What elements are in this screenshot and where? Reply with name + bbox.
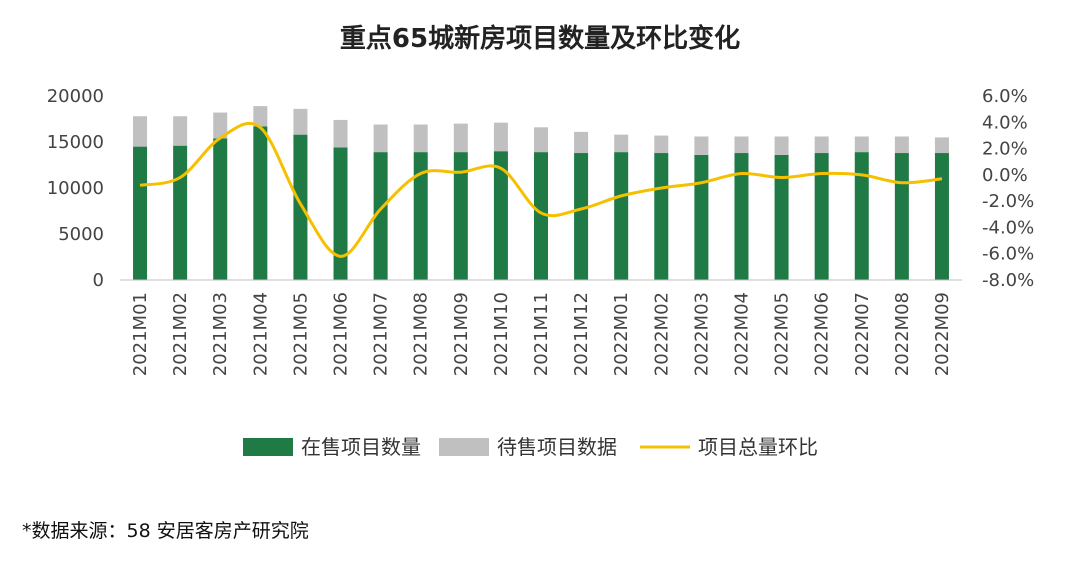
y-right-tick: 2.0%: [982, 139, 1028, 160]
y-right-tick: -2.0%: [982, 191, 1034, 212]
bar-on-sale-2021M10: [493, 151, 508, 280]
legend-label-on-sale: 在售项目数量: [301, 435, 421, 459]
bar-to-sale-2022M08: [894, 136, 909, 154]
x-tick-2021M01: 2021M01: [130, 292, 151, 376]
y-right-tick: -4.0%: [982, 217, 1034, 238]
bar-to-sale-2021M09: [453, 123, 468, 153]
y-right-tick: 6.0%: [982, 86, 1028, 107]
x-tick-2021M12: 2021M12: [571, 292, 592, 376]
bar-on-sale-2022M04: [734, 153, 749, 280]
x-tick-2022M08: 2022M08: [892, 292, 913, 376]
x-tick-2021M09: 2021M09: [451, 292, 472, 376]
bar-on-sale-2022M09: [934, 153, 949, 280]
bar-to-sale-2021M02: [173, 116, 188, 146]
legend-label-to-sale: 待售项目数据: [497, 435, 617, 459]
bar-on-sale-2022M02: [654, 153, 669, 280]
chart-title: 重点65城新房项目数量及环比变化: [339, 24, 741, 54]
bar-to-sale-2021M03: [213, 112, 228, 139]
y-left-ticks: 0 5000 10000 15000 20000: [47, 86, 104, 291]
bar-to-sale-2021M06: [333, 119, 348, 148]
bar-to-sale-2021M04: [253, 106, 268, 127]
legend-swatch-to-sale: [439, 438, 489, 456]
x-tick-2022M09: 2022M09: [932, 292, 953, 376]
legend-swatch-on-sale: [243, 438, 293, 456]
bar-to-sale-2021M08: [413, 124, 428, 153]
x-tick-2022M04: 2022M04: [731, 292, 752, 376]
bar-on-sale-2022M06: [814, 153, 829, 280]
bar-on-sale-2021M04: [253, 126, 268, 280]
bar-on-sale-2021M05: [293, 134, 308, 280]
source-note: *数据来源：58 安居客房产研究院: [22, 520, 309, 542]
x-tick-2022M05: 2022M05: [772, 292, 793, 376]
bar-to-sale-2021M10: [493, 122, 508, 152]
bar-to-sale-2022M03: [694, 136, 709, 155]
bar-on-sale-2022M03: [694, 154, 709, 280]
bar-to-sale-2022M05: [774, 136, 789, 155]
bar-to-sale-2021M01: [133, 116, 148, 147]
x-tick-2022M06: 2022M06: [812, 292, 833, 376]
bar-on-sale-2021M03: [213, 138, 228, 280]
bar-on-sale-2022M07: [854, 152, 869, 280]
bar-to-sale-2021M07: [373, 124, 388, 153]
bar-on-sale-2022M08: [894, 153, 909, 280]
x-tick-2021M03: 2021M03: [210, 292, 231, 376]
bar-on-sale-2021M11: [534, 152, 548, 280]
bar-on-sale-2021M01: [133, 146, 148, 280]
bar-to-sale-2022M04: [734, 136, 749, 154]
bar-on-sale-2021M07: [373, 152, 388, 280]
x-tick-2022M02: 2022M02: [651, 292, 672, 376]
line-mom-series: [139, 121, 943, 258]
bar-to-sale-2022M01: [614, 134, 629, 153]
x-tick-2022M01: 2022M01: [611, 292, 632, 376]
y-left-tick: 20000: [47, 86, 104, 107]
bars-layer: [133, 106, 949, 280]
x-tick-2021M06: 2021M06: [331, 292, 352, 376]
bar-to-sale-2022M06: [814, 136, 829, 154]
x-tick-2021M08: 2021M08: [411, 292, 432, 376]
bar-to-sale-2022M09: [934, 137, 949, 154]
x-tick-2021M04: 2021M04: [250, 292, 271, 376]
bar-to-sale-2022M07: [854, 136, 869, 153]
bar-to-sale-2021M05: [293, 108, 308, 135]
bar-on-sale-2021M02: [173, 145, 188, 280]
bar-on-sale-2021M08: [413, 152, 428, 280]
bar-on-sale-2022M01: [614, 152, 629, 280]
bar-on-sale-2021M06: [333, 147, 348, 280]
y-right-tick: 4.0%: [982, 112, 1028, 133]
bar-to-sale-2022M02: [654, 135, 669, 154]
x-tick-2021M05: 2021M05: [290, 292, 311, 376]
y-left-tick: 15000: [47, 132, 104, 153]
y-left-tick: 5000: [58, 224, 104, 245]
y-left-tick: 10000: [47, 178, 104, 199]
legend: 在售项目数量 待售项目数据 项目总量环比: [243, 435, 818, 459]
y-right-tick: -8.0%: [982, 270, 1034, 291]
x-tick-2021M11: 2021M11: [531, 292, 552, 376]
x-tick-2022M07: 2022M07: [852, 292, 873, 376]
bar-to-sale-2021M11: [534, 127, 548, 153]
bar-to-sale-2021M12: [574, 131, 589, 154]
legend-label-mom: 项目总量环比: [698, 435, 818, 459]
x-tick-2022M03: 2022M03: [691, 292, 712, 376]
bar-on-sale-2021M12: [574, 153, 589, 280]
y-right-tick: 0.0%: [982, 165, 1028, 186]
bar-on-sale-2022M05: [774, 154, 789, 280]
bar-on-sale-2021M09: [453, 152, 468, 280]
y-right-tick: -6.0%: [982, 244, 1034, 265]
y-right-ticks: -8.0% -6.0% -4.0% -2.0% 0.0% 2.0% 4.0% 6.0%: [982, 86, 1034, 291]
x-ticks: 2021M01 2021M02 2021M03 2021M04 2021M05 2021M…: [130, 292, 953, 376]
x-tick-2021M02: 2021M02: [170, 292, 191, 376]
x-tick-2021M10: 2021M10: [491, 292, 512, 376]
x-tick-2021M07: 2021M07: [371, 292, 392, 376]
line-layer: [139, 121, 943, 258]
y-left-tick: 0: [93, 270, 104, 291]
